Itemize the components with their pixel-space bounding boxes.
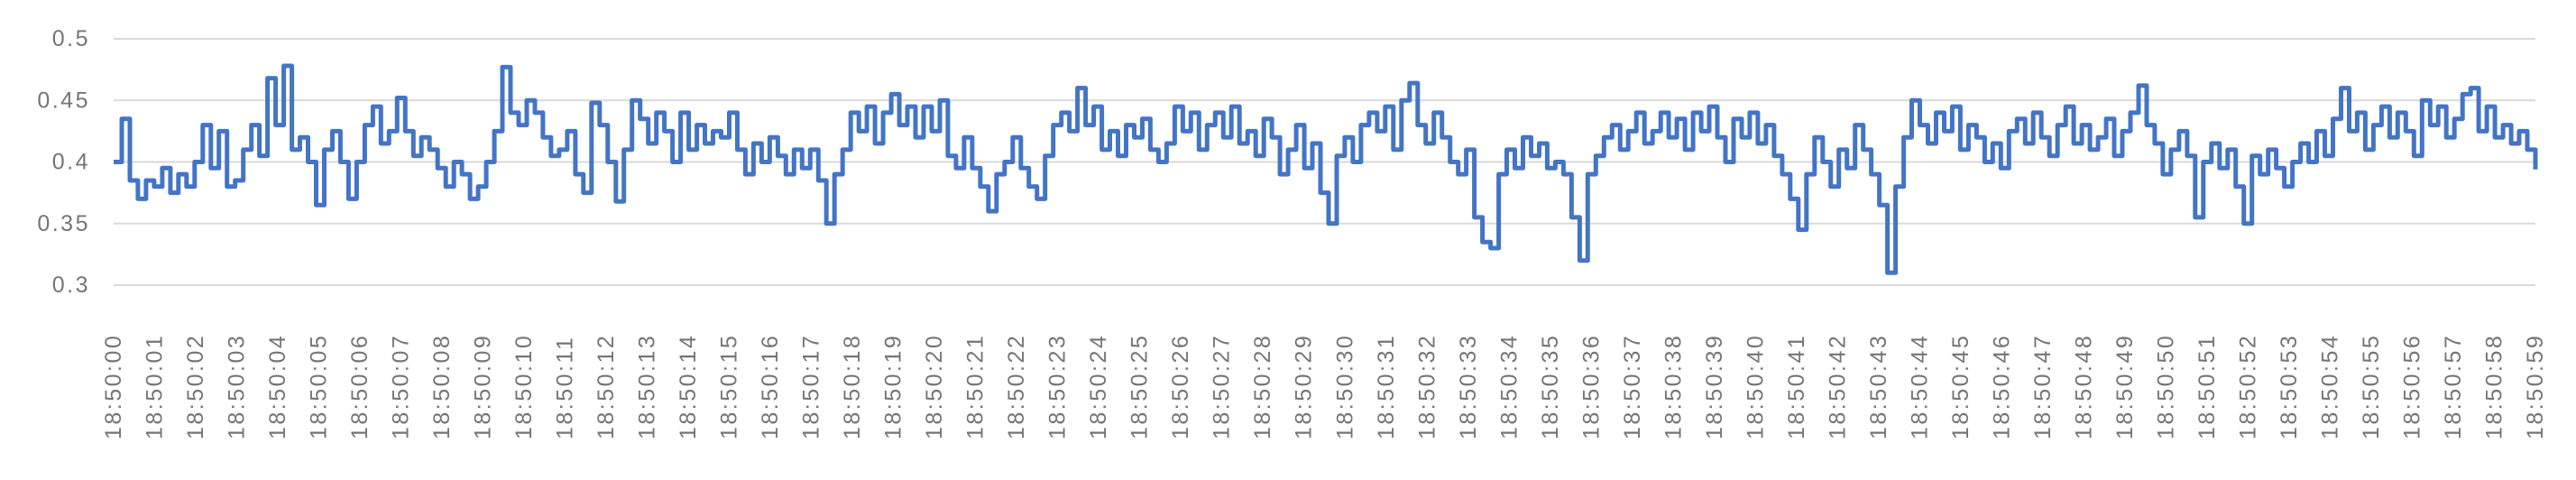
y-axis-label: 0.4 <box>52 150 90 175</box>
x-axis-label: 18:50:04 <box>265 334 290 439</box>
y-axis-label: 0.3 <box>52 272 90 298</box>
x-axis-label: 18:50:41 <box>1784 334 1809 439</box>
x-axis-label: 18:50:31 <box>1374 334 1399 439</box>
x-axis-label: 18:50:36 <box>1578 334 1604 439</box>
x-axis-label: 18:50:49 <box>2112 334 2138 439</box>
x-axis-label: 18:50:47 <box>2030 334 2056 439</box>
x-axis-label: 18:50:18 <box>840 334 865 439</box>
x-axis-label: 18:50:57 <box>2441 334 2466 439</box>
x-axis-label: 18:50:29 <box>1292 334 1317 439</box>
x-axis-label: 18:50:50 <box>2153 334 2178 439</box>
x-axis-label: 18:50:55 <box>2359 334 2384 439</box>
x-axis-label: 18:50:11 <box>553 336 578 439</box>
x-axis-label: 18:50:45 <box>1948 334 1973 439</box>
x-axis-label: 18:50:33 <box>1456 334 1481 439</box>
x-axis-label: 18:50:15 <box>717 334 742 439</box>
x-axis-label: 18:50:40 <box>1743 334 1768 439</box>
x-axis-label: 18:50:58 <box>2481 334 2507 439</box>
x-axis-label: 18:50:51 <box>2194 334 2220 439</box>
x-axis-label: 18:50:38 <box>1661 334 1686 439</box>
x-axis-label: 18:50:07 <box>389 334 414 439</box>
series-step-line <box>114 63 2538 275</box>
y-axis-label: 0.35 <box>37 211 90 236</box>
x-axis-label: 18:50:44 <box>1907 334 1932 439</box>
x-axis-label: 18:50:35 <box>1538 334 1563 439</box>
x-axis-label: 18:50:46 <box>1989 334 2014 439</box>
x-axis-label: 18:50:16 <box>758 334 783 439</box>
x-axis-label: 18:50:00 <box>101 334 126 439</box>
y-axis-label: 0.45 <box>37 88 90 113</box>
x-axis-label: 18:50:39 <box>1702 334 1727 439</box>
x-axis-label: 18:50:20 <box>922 334 947 439</box>
y-axis-label: 0.5 <box>52 26 90 51</box>
x-axis-label: 18:50:25 <box>1127 334 1153 439</box>
x-axis-label: 18:50:52 <box>2235 334 2260 439</box>
x-axis-label: 18:50:28 <box>1250 334 1275 439</box>
x-axis-label: 18:50:32 <box>1414 334 1440 439</box>
x-axis-label: 18:50:03 <box>225 334 250 439</box>
x-axis-label: 18:50:43 <box>1866 334 1891 439</box>
x-axis-label: 18:50:10 <box>511 334 537 439</box>
x-axis-label: 18:50:02 <box>183 334 208 439</box>
x-axis-label: 18:50:24 <box>1086 334 1111 439</box>
x-axis-label: 18:50:21 <box>963 334 989 439</box>
x-axis-label: 18:50:22 <box>1004 334 1029 439</box>
x-axis-label: 18:50:08 <box>429 334 455 439</box>
x-axis-label: 18:50:42 <box>1825 334 1850 439</box>
x-axis-label: 18:50:26 <box>1168 334 1193 439</box>
x-axis-label: 18:50:09 <box>471 334 496 439</box>
x-axis-label: 18:50:14 <box>676 334 701 439</box>
x-axis-label: 18:50:19 <box>881 334 906 439</box>
x-axis-label: 18:50:59 <box>2523 334 2548 439</box>
x-axis-label: 18:50:01 <box>143 334 168 439</box>
x-axis-label: 18:50:53 <box>2277 334 2302 439</box>
x-axis-label: 18:50:27 <box>1210 334 1235 439</box>
x-axis-label: 18:50:06 <box>347 334 373 439</box>
x-axis-label: 18:50:54 <box>2317 334 2342 439</box>
x-axis-label: 18:50:17 <box>799 334 824 439</box>
x-axis-label: 18:50:05 <box>307 334 332 439</box>
x-axis-label: 18:50:23 <box>1045 334 1071 439</box>
x-axis-label: 18:50:37 <box>1620 334 1645 439</box>
x-axis-label: 18:50:56 <box>2399 334 2424 439</box>
x-axis-label: 18:50:13 <box>635 334 660 439</box>
x-axis-label: 18:50:48 <box>2071 334 2096 439</box>
x-axis-label: 18:50:34 <box>1496 334 1522 439</box>
x-axis-label: 18:50:30 <box>1332 334 1357 439</box>
x-axis-label: 18:50:12 <box>593 334 619 439</box>
